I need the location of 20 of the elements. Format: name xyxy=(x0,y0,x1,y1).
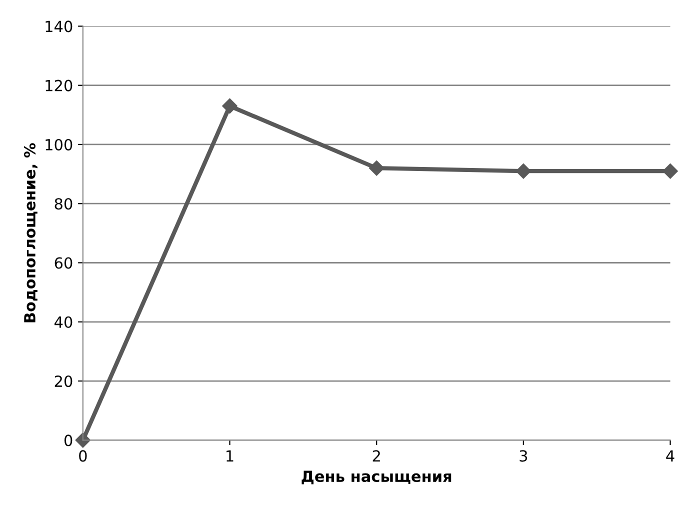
x-tick-label: 3 xyxy=(520,450,528,462)
x-axis-title: День насыщения xyxy=(302,470,452,484)
y-tick-label: 140 xyxy=(46,20,72,32)
x-tick-label: 1 xyxy=(226,450,234,462)
point xyxy=(222,98,238,114)
y-tick-label: 0 xyxy=(64,434,72,446)
point xyxy=(369,160,384,176)
y-tick-label: 40 xyxy=(54,316,72,328)
y-tick-label: 120 xyxy=(46,80,72,92)
y-tick-label: 20 xyxy=(54,375,72,388)
x-tick-label: 4 xyxy=(666,450,674,462)
point xyxy=(662,164,678,179)
y-tick-label: 60 xyxy=(54,257,72,269)
y-tick-label: 80 xyxy=(54,198,72,210)
y-tick-label: 100 xyxy=(46,138,72,150)
point xyxy=(516,164,531,179)
y-axis-title: Водопоглощение, % xyxy=(24,143,38,322)
point xyxy=(75,432,90,448)
x-tick-label: 2 xyxy=(372,450,380,462)
x-tick-label: 0 xyxy=(79,450,87,462)
